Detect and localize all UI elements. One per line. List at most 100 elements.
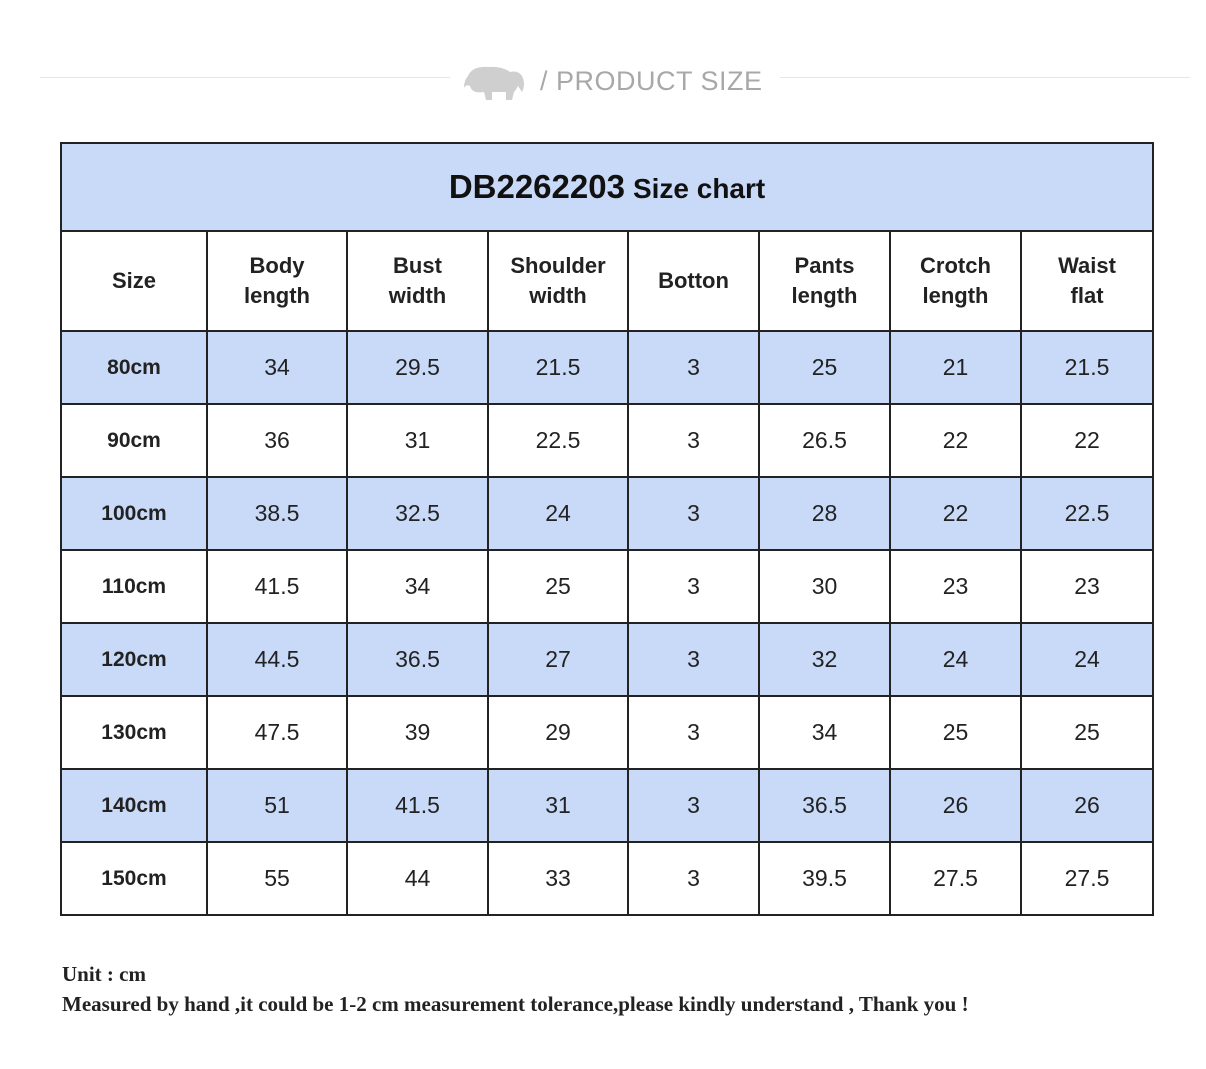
size-cell: 90cm bbox=[60, 403, 208, 478]
value-cell: 27.5 bbox=[889, 841, 1022, 916]
header-row: Size Body length Bust width Shoulder width Bott… bbox=[60, 230, 1155, 332]
value-cell: 3 bbox=[627, 841, 760, 916]
header-line: Shoulder bbox=[510, 253, 606, 278]
size-cell: 110cm bbox=[60, 549, 208, 624]
value-cell: 3 bbox=[627, 622, 760, 697]
value-cell: 3 bbox=[627, 476, 760, 551]
data-row: 90cm 36 31 22.5 3 26.5 22 22 bbox=[60, 403, 1155, 478]
value-cell: 29.5 bbox=[346, 330, 489, 405]
value-cell: 24 bbox=[1019, 622, 1155, 697]
data-row: 140cm 51 41.5 31 3 36.5 26 26 bbox=[60, 768, 1155, 843]
value-cell: 31 bbox=[346, 403, 489, 478]
header-line: Pants bbox=[794, 253, 855, 278]
header-title: / PRODUCT SIZE bbox=[540, 66, 763, 96]
value-cell: 21.5 bbox=[1019, 330, 1155, 405]
elephant-icon bbox=[464, 66, 524, 100]
value-cell: 3 bbox=[627, 403, 760, 478]
value-cell: 22 bbox=[889, 476, 1022, 551]
value-cell: 25 bbox=[758, 330, 891, 405]
column-header: Crotch length bbox=[889, 230, 1022, 332]
value-cell: 3 bbox=[627, 330, 760, 405]
value-cell: 44 bbox=[346, 841, 489, 916]
value-cell: 34 bbox=[758, 695, 891, 770]
value-cell: 22.5 bbox=[487, 403, 629, 478]
value-cell: 41.5 bbox=[346, 768, 489, 843]
value-cell: 3 bbox=[627, 768, 760, 843]
header-line: Size bbox=[111, 268, 157, 293]
size-table: DB2262203 Size chart Size Body length Bust wi… bbox=[59, 142, 1155, 916]
value-cell: 23 bbox=[1019, 549, 1155, 624]
value-cell: 32.5 bbox=[346, 476, 489, 551]
value-cell: 41.5 bbox=[206, 549, 348, 624]
value-cell: 21.5 bbox=[487, 330, 629, 405]
size-cell: 140cm bbox=[60, 768, 208, 843]
header-rule bbox=[40, 77, 450, 78]
value-cell: 55 bbox=[206, 841, 348, 916]
value-cell: 24 bbox=[487, 476, 629, 551]
header-line: width bbox=[529, 283, 587, 308]
value-cell: 29 bbox=[487, 695, 629, 770]
value-cell: 22 bbox=[889, 403, 1022, 478]
data-row: 120cm 44.5 36.5 27 3 32 24 24 bbox=[60, 622, 1155, 697]
value-cell: 27 bbox=[487, 622, 629, 697]
header-line: length bbox=[791, 283, 858, 308]
value-cell: 22.5 bbox=[1019, 476, 1155, 551]
note: Measured by hand ,it could be 1-2 cm mea… bbox=[62, 992, 969, 1016]
column-header: Body length bbox=[206, 230, 348, 332]
column-header: Shoulder width bbox=[487, 230, 629, 332]
value-cell: 34 bbox=[346, 549, 489, 624]
value-cell: 25 bbox=[889, 695, 1022, 770]
value-cell: 32 bbox=[758, 622, 891, 697]
column-header: Pants length bbox=[758, 230, 891, 332]
value-cell: 23 bbox=[889, 549, 1022, 624]
value-cell: 47.5 bbox=[206, 695, 348, 770]
value-cell: 36.5 bbox=[758, 768, 891, 843]
value-cell: 36 bbox=[206, 403, 348, 478]
value-cell: 33 bbox=[487, 841, 629, 916]
value-cell: 44.5 bbox=[206, 622, 348, 697]
header-line: length bbox=[922, 283, 989, 308]
value-cell: 31 bbox=[487, 768, 629, 843]
value-cell: 39 bbox=[346, 695, 489, 770]
header-line: length bbox=[244, 283, 310, 308]
value-cell: 38.5 bbox=[206, 476, 348, 551]
header-line: width bbox=[388, 283, 447, 308]
size-cell: 100cm bbox=[60, 476, 208, 551]
header-line: Crotch bbox=[920, 253, 991, 278]
column-header: Botton bbox=[627, 230, 760, 332]
column-header: Bust width bbox=[346, 230, 489, 332]
value-cell: 30 bbox=[758, 549, 891, 624]
title-text: Size chart bbox=[632, 173, 766, 204]
value-cell: 27.5 bbox=[1019, 841, 1155, 916]
value-cell: 21 bbox=[889, 330, 1022, 405]
data-row: 80cm 34 29.5 21.5 3 25 21 21.5 bbox=[60, 330, 1155, 405]
value-cell: 39.5 bbox=[758, 841, 891, 916]
data-row: 130cm 47.5 39 29 3 34 25 25 bbox=[60, 695, 1155, 770]
size-cell: 80cm bbox=[60, 330, 208, 405]
column-header: Waist flat bbox=[1019, 230, 1155, 332]
data-row: 100cm 38.5 32.5 24 3 28 22 22.5 bbox=[60, 476, 1155, 551]
header-rule bbox=[780, 77, 1190, 78]
header-line: Bust bbox=[393, 253, 442, 278]
value-cell: 25 bbox=[1019, 695, 1155, 770]
value-cell: 3 bbox=[627, 695, 760, 770]
value-cell: 36.5 bbox=[346, 622, 489, 697]
model-code: DB2262203 bbox=[448, 168, 625, 205]
note: Unit : cm bbox=[62, 962, 146, 986]
header-line: Botton bbox=[658, 268, 729, 293]
value-cell: 34 bbox=[206, 330, 348, 405]
value-cell: 26.5 bbox=[758, 403, 891, 478]
data-row: 150cm 55 44 33 3 39.5 27.5 27.5 bbox=[60, 841, 1155, 916]
size-cell: 120cm bbox=[60, 622, 208, 697]
value-cell: 25 bbox=[487, 549, 629, 624]
header-line: Waist bbox=[1058, 253, 1116, 278]
table-title: DB2262203 Size chart bbox=[59, 142, 1155, 232]
value-cell: 51 bbox=[206, 768, 348, 843]
header-line: flat bbox=[1070, 283, 1104, 308]
value-cell: 3 bbox=[627, 549, 760, 624]
data-row: 110cm 41.5 34 25 3 30 23 23 bbox=[60, 549, 1155, 624]
header-line: Body bbox=[249, 253, 305, 278]
value-cell: 26 bbox=[889, 768, 1022, 843]
value-cell: 24 bbox=[889, 622, 1022, 697]
